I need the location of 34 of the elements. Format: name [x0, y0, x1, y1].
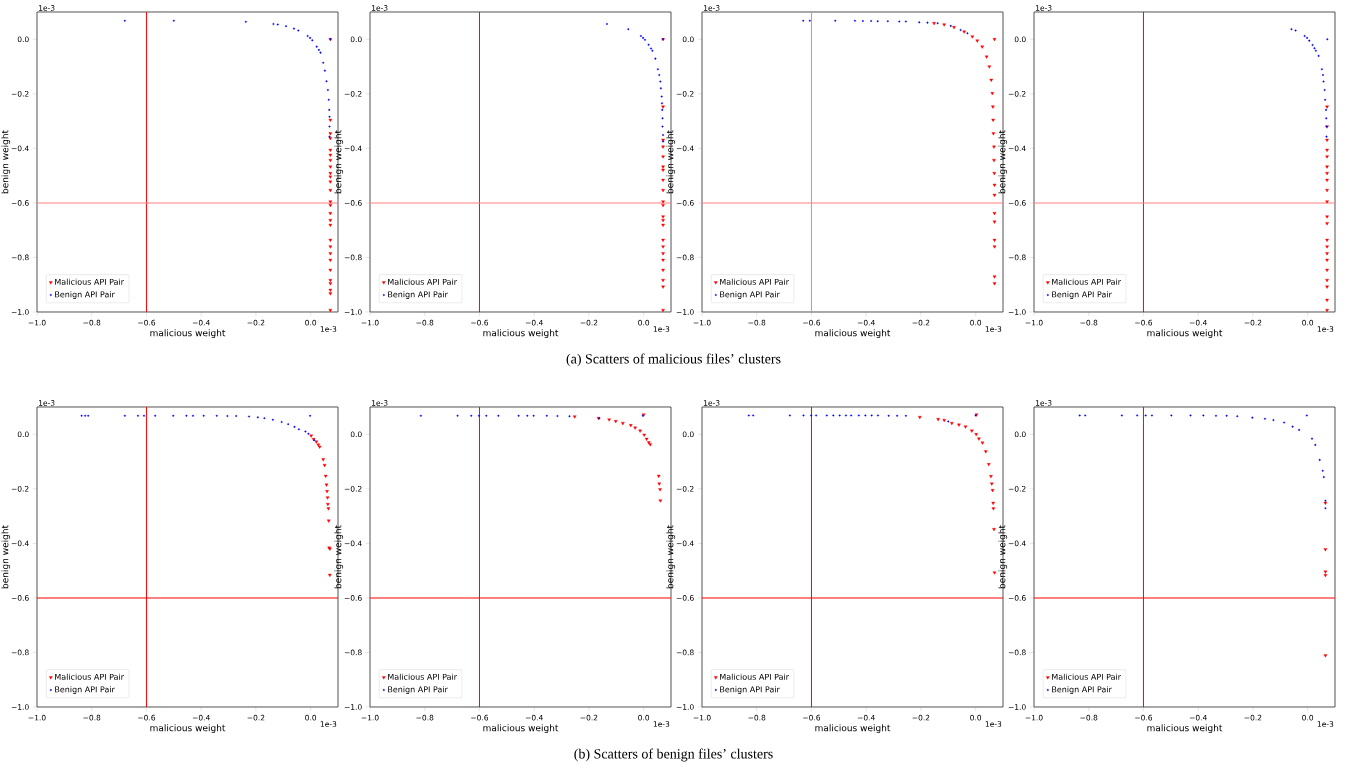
text: (b) Scatters of benign files’ clusters — [574, 748, 773, 762]
legend-label: Malicious API Pair — [388, 278, 457, 285]
legend-label: Malicious API Pair — [720, 278, 789, 285]
x-axis-title: malicious weight — [483, 724, 559, 734]
x-axis-title: malicious weight — [1147, 724, 1223, 734]
legend-label: Benign API Pair — [388, 686, 448, 694]
x-axis-title: malicious weight — [1147, 329, 1223, 339]
legend-label: Malicious API Pair — [1052, 278, 1121, 285]
legend-label: Benign API Pair — [1052, 291, 1112, 299]
legend-label: Malicious API Pair — [720, 673, 789, 680]
y-axis-title: benign weight — [998, 130, 1008, 194]
x-axis-title: malicious weight — [815, 724, 891, 734]
legend-label: Benign API Pair — [1052, 686, 1112, 694]
x-axis-title: malicious weight — [483, 329, 559, 339]
y-axis-title: benign weight — [998, 525, 1008, 589]
y-axis-title: benign weight — [666, 525, 676, 589]
text: (a) Scatters of malicious files’ clusters — [566, 353, 781, 367]
legend-label: Benign API Pair — [388, 291, 448, 299]
legend-label: Benign API Pair — [55, 291, 115, 299]
legend-label: Malicious API Pair — [388, 673, 457, 680]
y-axis-title: benign weight — [666, 130, 676, 194]
legend-label: Malicious API Pair — [55, 278, 124, 285]
y-axis-title: benign weight — [1, 130, 11, 194]
legend-label: Benign API Pair — [55, 686, 115, 694]
x-axis-title: malicious weight — [815, 329, 891, 339]
y-axis-title: benign weight — [1, 525, 11, 589]
x-axis-title: malicious weight — [150, 724, 226, 734]
x-axis-title: malicious weight — [150, 329, 226, 339]
y-axis-title: benign weight — [334, 130, 344, 194]
legend-label: Malicious API Pair — [55, 673, 124, 680]
legend-label: Malicious API Pair — [1052, 673, 1121, 680]
legend-label: Benign API Pair — [720, 291, 780, 299]
y-axis-title: benign weight — [334, 525, 344, 589]
legend-label: Benign API Pair — [720, 686, 780, 694]
